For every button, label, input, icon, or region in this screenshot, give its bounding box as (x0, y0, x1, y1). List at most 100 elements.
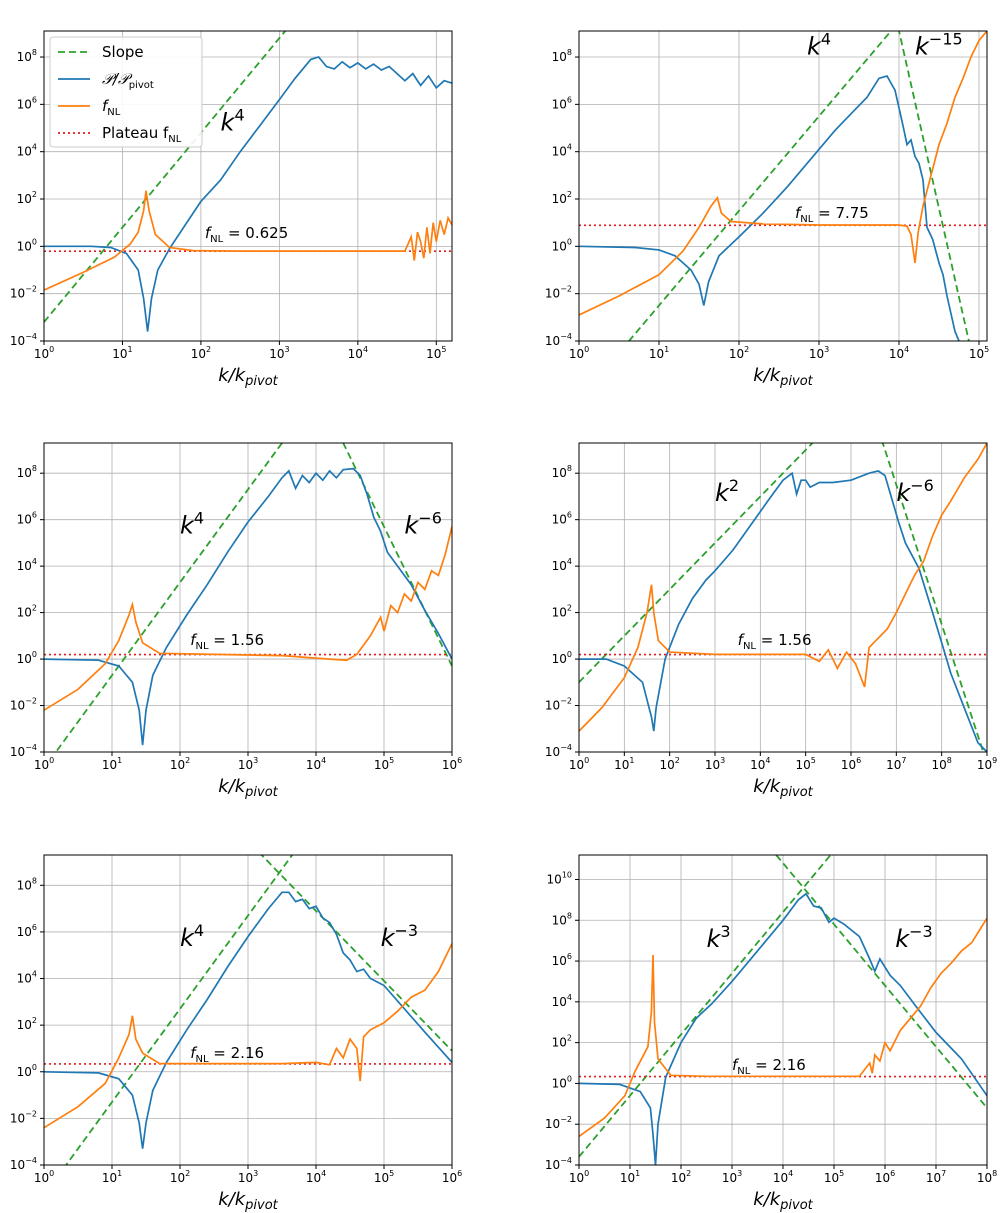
plateau-annotation: fNL = 2.16 (732, 1056, 806, 1077)
x-tick-label: 101 (620, 1169, 640, 1185)
plateau-annotation: fNL = 2.16 (190, 1044, 264, 1065)
y-tick-label: 102 (17, 1016, 37, 1032)
x-tick-label: 103 (722, 1169, 742, 1185)
slope-annotation-1: k4 (221, 105, 245, 136)
slope-annotation-2: k−3 (381, 921, 419, 952)
x-tick-label: 104 (306, 756, 326, 772)
slope-line-1 (54, 443, 284, 752)
x-tick-label: 100 (569, 756, 589, 772)
plot-area (44, 855, 452, 1165)
y-tick-label: 108 (17, 48, 37, 64)
y-tick-label: 10−2 (545, 1115, 572, 1131)
x-tick-label: 102 (170, 756, 190, 772)
chart-panel-4: 100 101 102 103 104 105 106 107 108 109 10−4 10−2 10… (545, 442, 997, 800)
axes-frame (578, 30, 988, 342)
fnl-line (44, 943, 452, 1129)
x-tick-label: 105 (426, 345, 446, 361)
power-spectrum-line (44, 56, 452, 332)
y-tick-label: 10−4 (545, 332, 572, 348)
x-tick-label: 100 (34, 345, 54, 361)
chart-panel-3: 100 101 102 103 104 105 106 10−4 10−2 100 102 104 10… (10, 442, 462, 800)
legend-box (49, 36, 203, 148)
y-tick-label: 102 (17, 604, 37, 620)
x-tick-label: 108 (931, 756, 951, 772)
y-tick-label: 108 (552, 464, 572, 480)
slope-annotation-1: k2 (715, 476, 739, 507)
y-tick-label: 10−2 (10, 697, 37, 713)
x-tick-label: 100 (34, 1169, 54, 1185)
y-tick-label: 100 (17, 237, 37, 253)
power-spectrum-line (579, 469, 987, 752)
plot-area (579, 31, 987, 341)
y-tick-label: 10−2 (10, 1109, 37, 1125)
y-tick-label: 104 (552, 557, 572, 573)
y-tick-label: 10−4 (10, 332, 37, 348)
axes-frame (43, 30, 453, 342)
x-tick-label: 103 (809, 345, 829, 361)
x-tick-label: 102 (671, 1169, 691, 1185)
legend-label-plateau: Plateau fNL (102, 124, 182, 145)
x-axis-label: k/kpivot (218, 365, 278, 389)
x-tick-label: 102 (170, 1169, 190, 1185)
y-tick-label: 10−4 (545, 743, 572, 759)
x-tick-label: 105 (824, 1169, 844, 1185)
y-tick-label: 10−4 (10, 1156, 37, 1172)
x-tick-label: 102 (659, 756, 679, 772)
y-tick-label: 108 (17, 876, 37, 892)
plateau-annotation: fNL = 1.56 (190, 631, 264, 652)
y-tick-label: 10−2 (545, 697, 572, 713)
fnl-line (44, 526, 452, 711)
plot-area (44, 443, 452, 752)
legend-label-fnl: fNL (102, 97, 121, 118)
slope-annotation-1: k4 (180, 921, 204, 952)
y-tick-label: 10−2 (10, 285, 37, 301)
y-tick-label: 102 (552, 190, 572, 206)
x-tick-label: 108 (977, 1169, 997, 1185)
y-tick-label: 102 (552, 604, 572, 620)
y-tick-label: 102 (17, 190, 37, 206)
x-tick-label: 105 (795, 756, 815, 772)
x-tick-label: 104 (750, 756, 770, 772)
y-tick-label: 1010 (547, 870, 572, 886)
plot-area (579, 443, 987, 752)
x-axis-label: k/kpivot (753, 776, 813, 800)
slope-annotation-2: k−6 (896, 476, 934, 507)
y-tick-label: 100 (552, 1074, 572, 1090)
x-tick-label: 101 (614, 756, 634, 772)
x-axis-label: k/kpivot (218, 1189, 278, 1213)
x-tick-label: 101 (649, 345, 669, 361)
x-tick-label: 106 (442, 1169, 462, 1185)
y-tick-label: 10−4 (545, 1156, 572, 1172)
y-tick-label: 100 (17, 1063, 37, 1079)
x-tick-label: 106 (875, 1169, 895, 1185)
x-tick-label: 103 (705, 756, 725, 772)
y-tick-label: 100 (552, 237, 572, 253)
x-tick-label: 107 (886, 756, 906, 772)
axes-frame (578, 442, 988, 753)
slope-annotation-1: k3 (707, 922, 731, 953)
plot-area (44, 31, 452, 332)
chart-panel-5: 100 101 102 103 104 105 106 10−4 10−2 100 102 104 10… (10, 854, 462, 1213)
y-tick-label: 106 (17, 923, 37, 939)
slope-annotation-2: k−15 (915, 30, 963, 61)
slope-annotation-1: k4 (807, 30, 831, 61)
fnl-line (579, 443, 987, 732)
legend-label-slope: Slope (102, 43, 144, 61)
x-axis-label: k/kpivot (753, 365, 813, 389)
y-tick-label: 106 (17, 511, 37, 527)
x-tick-label: 104 (773, 1169, 793, 1185)
x-tick-label: 106 (442, 756, 462, 772)
y-tick-label: 104 (17, 970, 37, 986)
y-tick-label: 106 (552, 952, 572, 968)
y-tick-label: 106 (17, 95, 37, 111)
x-tick-label: 104 (889, 345, 909, 361)
slope-line-2 (898, 31, 970, 341)
x-axis-label: k/kpivot (753, 1189, 813, 1213)
x-tick-label: 105 (969, 345, 989, 361)
plateau-annotation: fNL = 1.56 (738, 631, 812, 652)
y-tick-label: 106 (552, 511, 572, 527)
slope-line-1 (64, 855, 294, 1165)
y-tick-label: 10−2 (545, 285, 572, 301)
chart-panel-6: 100 101 102 103 104 105 106 107 108 10−4 10−2 100 10… (545, 854, 997, 1213)
